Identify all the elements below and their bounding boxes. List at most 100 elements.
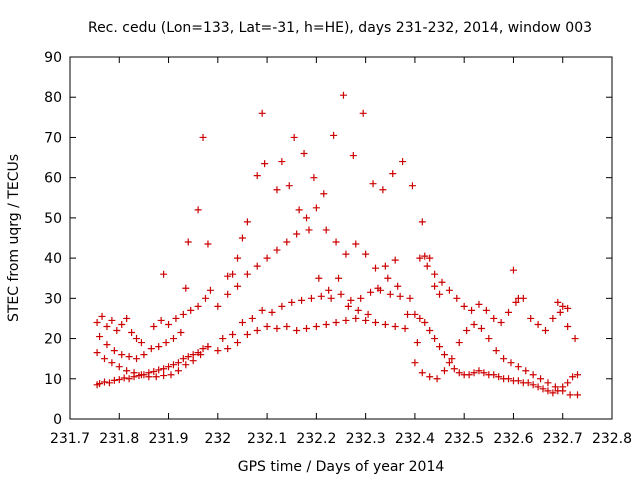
data-point [450, 365, 458, 373]
data-point [404, 310, 412, 318]
data-point [174, 367, 182, 375]
data-point [130, 369, 138, 377]
data-point [199, 133, 207, 141]
data-point [556, 308, 564, 316]
data-point [147, 345, 155, 353]
data-point [411, 359, 419, 367]
data-point [344, 302, 352, 310]
data-point [293, 327, 301, 335]
data-point [413, 339, 421, 347]
data-point [426, 373, 434, 381]
y-tick-label: 40 [44, 251, 62, 267]
data-point [137, 339, 145, 347]
data-point [194, 302, 202, 310]
data-point [445, 286, 453, 294]
data-point [384, 274, 392, 282]
data-point [480, 369, 488, 377]
data-point [258, 109, 266, 117]
data-point [204, 240, 212, 248]
data-point [490, 371, 498, 379]
x-tick-label: 232.1 [247, 431, 287, 447]
data-point [288, 298, 296, 306]
data-point [96, 380, 104, 388]
y-tick-label: 10 [44, 372, 62, 388]
data-point [564, 379, 572, 387]
data-point [463, 327, 471, 335]
data-point [544, 379, 552, 387]
data-point [381, 320, 389, 328]
data-point [559, 387, 567, 395]
data-point [224, 290, 232, 298]
data-point [386, 290, 394, 298]
data-point [416, 314, 424, 322]
data-point [110, 376, 118, 384]
data-point [332, 238, 340, 246]
data-point [505, 375, 513, 383]
data-point [332, 318, 340, 326]
data-point [229, 270, 237, 278]
data-point [490, 314, 498, 322]
data-point [295, 206, 303, 214]
x-tick-label: 232.2 [296, 431, 336, 447]
data-point [505, 308, 513, 316]
data-point [477, 325, 485, 332]
data-point [322, 320, 330, 328]
data-point [253, 262, 261, 270]
data-point [98, 312, 106, 320]
data-point [169, 335, 177, 343]
data-point [564, 322, 572, 330]
y-tick-label: 70 [44, 130, 62, 146]
data-point [118, 351, 126, 359]
data-point [263, 254, 271, 262]
data-point [179, 310, 187, 318]
data-point [177, 329, 185, 337]
data-point [354, 306, 362, 314]
data-point [115, 376, 123, 384]
data-point [303, 214, 311, 222]
data-point [512, 298, 520, 306]
data-point [273, 186, 281, 194]
data-point [379, 186, 387, 194]
data-point [100, 378, 108, 386]
data-point [514, 363, 522, 371]
data-point [440, 351, 448, 359]
data-point [440, 367, 448, 375]
data-point [330, 131, 338, 139]
data-point [202, 294, 209, 302]
data-point [234, 339, 242, 347]
data-point [549, 314, 557, 322]
data-point [391, 322, 399, 330]
data-point [315, 274, 323, 282]
data-point [115, 363, 123, 371]
data-point [362, 250, 370, 258]
data-point [182, 284, 190, 292]
data-point [485, 335, 493, 343]
data-point [574, 371, 582, 379]
y-axis: 0 10 20 30 40 50 60 70 80 90 [44, 50, 612, 428]
data-point [475, 367, 483, 375]
data-point [105, 379, 113, 387]
data-point [273, 246, 281, 254]
data-point [527, 314, 535, 322]
data-point [103, 341, 111, 349]
data-point [408, 182, 416, 190]
x-axis-label: GPS time / Days of year 2014 [238, 459, 445, 475]
data-point [460, 302, 468, 310]
data-point [224, 345, 232, 353]
data-point [352, 314, 360, 322]
data-point [93, 349, 101, 357]
data-point [194, 206, 202, 214]
data-point [325, 286, 333, 294]
data-points [93, 91, 582, 399]
x-tick-label: 232.6 [493, 431, 533, 447]
data-point [569, 373, 577, 381]
data-point [167, 371, 175, 379]
x-axis: 231.7 231.8 231.9 232 232.1 232.2 232.3 232.4 23… [50, 57, 632, 447]
data-point [312, 322, 320, 330]
data-point [431, 282, 439, 290]
data-point [453, 294, 461, 302]
data-point [482, 306, 490, 314]
data-point [234, 282, 242, 290]
data-point [465, 371, 473, 379]
data-point [468, 306, 476, 314]
